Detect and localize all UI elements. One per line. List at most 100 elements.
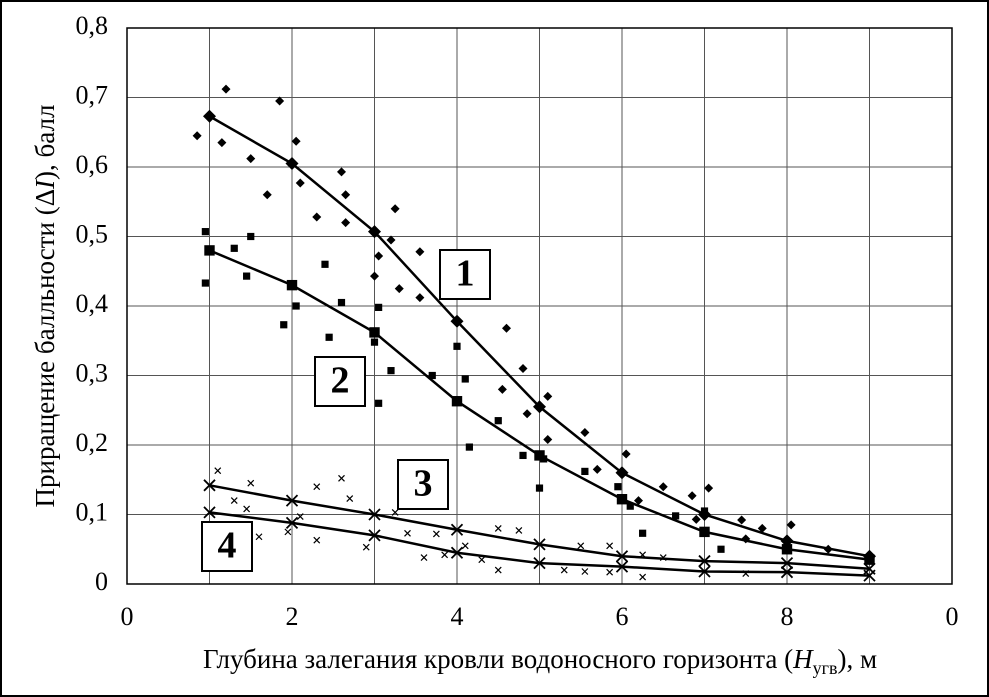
line-marker (533, 538, 546, 551)
point (453, 342, 461, 350)
point (313, 536, 321, 544)
point (337, 167, 346, 177)
point (461, 375, 469, 383)
point (465, 443, 473, 451)
line-marker (616, 494, 628, 505)
point (581, 467, 589, 476)
point (404, 529, 411, 537)
point (428, 371, 436, 380)
point (338, 474, 345, 482)
point (284, 528, 292, 536)
line-marker (780, 557, 794, 570)
point (415, 247, 425, 257)
point (432, 530, 440, 538)
point (415, 293, 425, 303)
point (592, 464, 602, 474)
line-marker (698, 554, 711, 568)
point (420, 554, 428, 562)
point (626, 502, 634, 510)
point (518, 364, 528, 374)
point (543, 391, 553, 401)
point (390, 204, 400, 214)
series-label: 1 (456, 253, 475, 295)
line-marker (781, 544, 793, 555)
point (658, 482, 668, 492)
line-marker (451, 396, 463, 407)
point (580, 427, 590, 437)
point (391, 508, 399, 516)
point (786, 520, 796, 530)
line-marker (699, 526, 710, 538)
point (606, 542, 614, 550)
line-marker (285, 516, 299, 529)
point (502, 323, 511, 333)
point (341, 218, 351, 228)
point (247, 479, 255, 487)
point (374, 251, 384, 261)
line-marker (368, 225, 381, 239)
x-tick-label: 0 (121, 602, 134, 631)
point (201, 279, 209, 287)
point (535, 484, 544, 492)
point (243, 272, 251, 280)
line-marker (534, 450, 545, 461)
point (577, 542, 585, 550)
point (614, 483, 622, 491)
x-label-part: ), м (837, 644, 877, 674)
point (362, 543, 370, 551)
plot-border (126, 27, 953, 585)
point (700, 507, 709, 515)
point (621, 449, 631, 459)
point (247, 232, 255, 241)
x-tick-label: 8 (781, 602, 794, 631)
x-tick-label: 6 (616, 602, 629, 631)
line-marker (615, 560, 629, 573)
point (606, 568, 614, 576)
point (478, 556, 486, 564)
point (255, 533, 263, 541)
point (201, 228, 209, 236)
line-marker (203, 479, 216, 492)
line-marker (533, 557, 546, 570)
y-tick-label: 0,4 (76, 289, 109, 318)
line-marker (368, 508, 381, 521)
point (312, 212, 322, 222)
point (494, 417, 502, 425)
x-tick-label: 2 (286, 602, 299, 631)
y-label-part: ), балл (30, 105, 60, 180)
series-label-box (397, 459, 449, 510)
point (737, 515, 747, 525)
point (295, 178, 305, 188)
point (221, 84, 231, 94)
point (543, 434, 553, 444)
point (519, 451, 527, 460)
x-tick-label: 0 (946, 602, 959, 631)
point (494, 566, 502, 574)
line-marker (368, 529, 381, 542)
series-label: 4 (218, 525, 237, 567)
line-marker (698, 565, 711, 578)
point (370, 271, 379, 281)
series-label-box (201, 521, 253, 572)
point (217, 138, 227, 148)
line-marker (615, 550, 629, 563)
y-tick-label: 0,7 (76, 80, 109, 109)
point (262, 190, 272, 200)
series-label-box (439, 249, 491, 300)
point (321, 260, 329, 268)
point (704, 483, 714, 493)
point (687, 491, 697, 501)
point (243, 505, 251, 513)
y-axis-title: Приращение балльности (ΔI), балл (30, 105, 60, 508)
point (341, 190, 351, 200)
line-marker (285, 494, 299, 507)
x-axis-title: Глубина залегания кровли водоносного гор… (203, 644, 877, 678)
point (494, 524, 502, 532)
point (515, 527, 523, 534)
line-marker (780, 566, 794, 579)
y-label-part: Приращение балльности (Δ (30, 189, 60, 508)
point (292, 302, 300, 310)
point (246, 154, 256, 164)
